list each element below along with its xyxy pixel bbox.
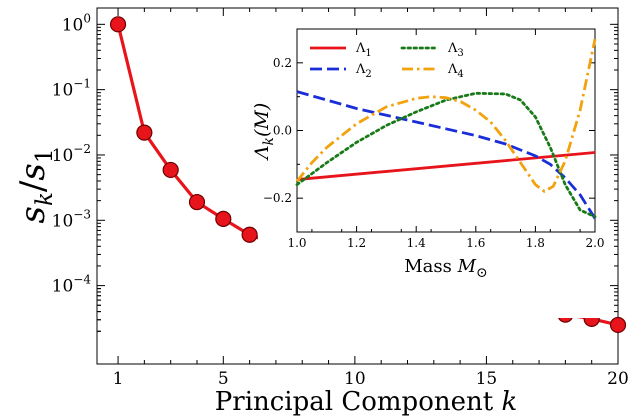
inset-x-tick-label: 1.0 [287,236,306,250]
inset-plot-frame [296,28,596,233]
inset-ticks: 1.0 1.2 1.4 1.6 1.8 2.0 0.2 0.0 −0.2 [263,29,605,250]
main-data-point [162,161,179,179]
inset-y-axis-label: Λk(M) [251,103,277,162]
legend-label: Λ2 [355,62,372,80]
main-data-point [109,16,127,33]
main-x-tick-label: 10 [344,369,366,389]
inset-x-tick-label: 1.2 [347,236,366,250]
main-y-axis-label: sk/s1 [13,149,58,224]
main-data-point [215,210,232,228]
main-data-point [609,316,627,334]
main-x-tick-label: 15 [476,369,498,389]
main-data-point [136,124,153,141]
legend-label: Λ4 [447,62,464,80]
inset-x-tick-label: 1.6 [466,236,485,250]
main-y-tick-label: 10−4 [52,273,92,297]
main-y-tick-label: 10−2 [52,142,91,166]
inset-series-line [295,91,597,219]
inset-series [295,38,597,220]
inset-y-tick-label: 0.0 [273,124,292,138]
inset-series-line [295,38,597,193]
legend-label: Λ1 [355,41,372,59]
inset-x-axis-label: Mass M⊙ [404,256,488,281]
main-x-tick-label: 20 [607,369,629,389]
inset-x-tick-label: 1.8 [526,236,545,250]
inset-series-line [296,90,597,220]
main-y-tick-label: 10−1 [52,77,91,101]
main-x-tick-label: 5 [218,369,229,389]
main-y-tick-label: 10−3 [52,207,91,231]
main-data-point [188,193,206,211]
inset-y-tick-label: 0.2 [273,56,292,70]
main-data-point [241,226,258,243]
inset-y-tick-label: −0.2 [263,191,292,205]
inset-series-line [296,151,596,181]
inset-legend: Λ1 Λ2 Λ3 Λ4 [310,41,464,80]
inset-x-tick-label: 2.0 [585,236,604,250]
main-y-tick-label: 100 [62,11,91,35]
legend-label: Λ3 [447,41,464,59]
main-x-axis-label: Principal Component k [215,387,517,417]
inset-x-tick-label: 1.4 [407,236,426,250]
main-x-tick-label: 1 [113,369,124,389]
